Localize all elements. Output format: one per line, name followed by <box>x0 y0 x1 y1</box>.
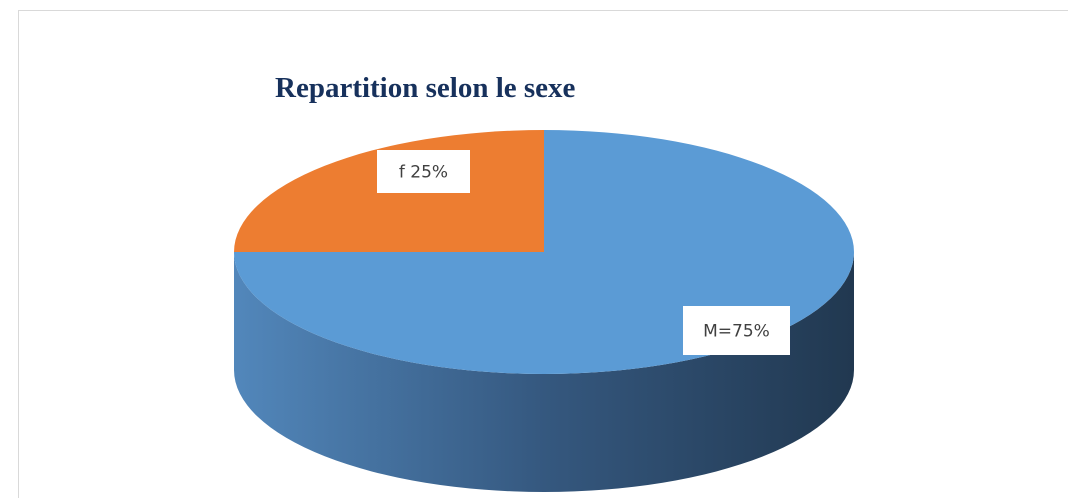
data-label: M=75% <box>703 322 770 342</box>
data-label-box <box>377 150 470 193</box>
pie-side <box>234 252 854 492</box>
chart-border <box>18 10 1068 498</box>
data-label-box <box>683 306 790 355</box>
data-label: f 25% <box>399 163 448 183</box>
chart-title: Repartition selon le sexe <box>275 72 576 104</box>
